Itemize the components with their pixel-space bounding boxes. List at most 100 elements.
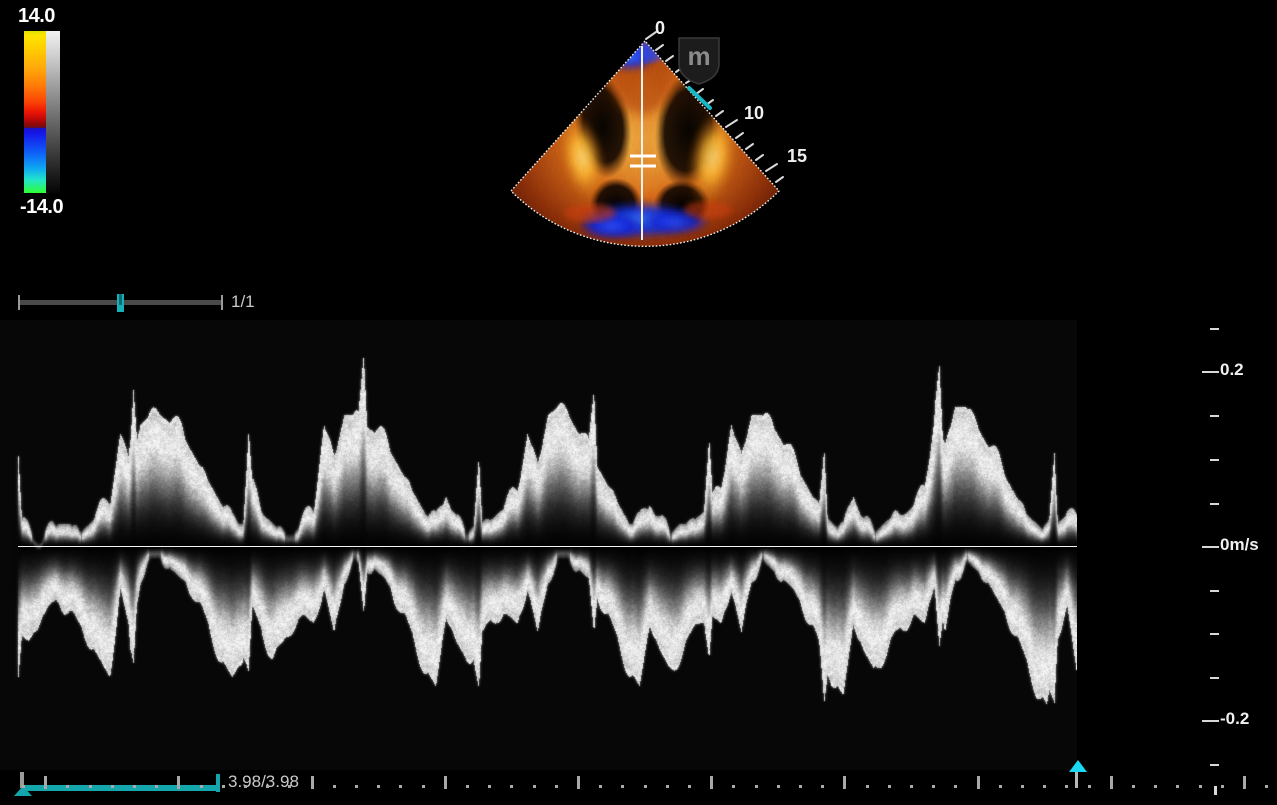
timeline-start-cap: [20, 772, 24, 788]
time-tick-7: [177, 776, 180, 789]
time-tick-16: [377, 785, 380, 788]
time-tick-15: [355, 785, 358, 788]
time-tick-50: [1132, 785, 1135, 788]
colorbar-max-label: 14.0: [18, 5, 55, 27]
colorbar-grayscale-gradient: [46, 31, 60, 193]
time-tick-9: [222, 785, 225, 788]
velocity-tick-0: [1210, 328, 1219, 330]
depth-label-10: 10: [744, 103, 765, 123]
time-tick-25: [577, 776, 580, 789]
time-tick-32: [732, 785, 735, 788]
time-tick-53: [1199, 785, 1202, 788]
velocity-tick-10: [1210, 764, 1219, 766]
time-tick-34: [777, 785, 780, 788]
velocity-tick-6: [1210, 590, 1219, 592]
time-tick-0: [22, 785, 25, 788]
velocity-tick-4: [1210, 503, 1219, 505]
2d-color-doppler-sector[interactable]: m 0 10 15: [470, 8, 850, 268]
time-tick-35: [799, 785, 802, 788]
time-tick-18: [422, 785, 425, 788]
time-tick-28: [644, 785, 647, 788]
timeline-end-handle[interactable]: [216, 774, 220, 792]
time-tick-45: [1021, 785, 1024, 788]
manufacturer-shield-logo: m: [678, 37, 720, 85]
time-tick-26: [599, 785, 602, 788]
time-tick-23: [533, 785, 536, 788]
time-tick-38: [866, 785, 869, 788]
time-tick-3: [89, 785, 92, 788]
velocity-label-1: 0.2: [1220, 360, 1244, 379]
velocity-tick-1: [1202, 371, 1219, 373]
sweep-position-marker: [1069, 760, 1087, 772]
spectral-doppler-trace[interactable]: [0, 320, 1077, 770]
velocity-tick-5: [1202, 546, 1219, 548]
velocity-label-5: 0m/s: [1220, 535, 1259, 554]
time-tick-27: [621, 785, 624, 788]
svg-text:m: m: [687, 41, 710, 71]
time-tick-41: [932, 785, 935, 788]
time-tick-56: [1265, 785, 1268, 788]
time-tick-47: [1065, 785, 1068, 788]
time-tick-31: [710, 776, 713, 789]
cine-frame-counter: 1/1: [231, 292, 255, 311]
velocity-label-9: -0.2: [1220, 709, 1250, 728]
time-tick-29: [666, 785, 669, 788]
sample-volume-gate: [630, 154, 656, 168]
velocity-axis: 0.2 0m/s -0.2: [1180, 315, 1277, 795]
time-tick-20: [466, 785, 469, 788]
time-tick-36: [821, 785, 824, 788]
time-tick-48: [1088, 785, 1091, 788]
time-tick-12: [288, 785, 291, 788]
timeline-bar[interactable]: 3.98/3.98: [0, 770, 1277, 805]
time-tick-52: [1176, 785, 1179, 788]
time-tick-10: [244, 785, 247, 788]
cine-slider-start-cap: [18, 295, 20, 310]
color-doppler-colorbar: 14.0 -14.0: [0, 0, 120, 230]
cine-slider-end-cap: [221, 295, 223, 310]
time-tick-5: [133, 785, 136, 788]
colorbar-velocity-gradient: [24, 31, 46, 193]
time-tick-33: [755, 785, 758, 788]
time-tick-14: [333, 785, 336, 788]
time-tick-22: [510, 785, 513, 788]
cine-slider-handle-stem[interactable]: [119, 294, 122, 305]
sector-outline: [510, 39, 780, 248]
spectral-zero-baseline: [18, 546, 1077, 547]
time-tick-46: [1043, 785, 1046, 788]
time-tick-49: [1110, 776, 1113, 789]
time-tick-17: [399, 785, 402, 788]
time-tick-37: [843, 776, 846, 789]
time-tick-19: [444, 776, 447, 789]
timeline-duration-label: 3.98/3.98: [228, 772, 299, 791]
time-tick-2: [66, 785, 69, 788]
time-tick-51: [1154, 785, 1157, 788]
velocity-tick-3: [1210, 459, 1219, 461]
time-tick-24: [555, 785, 558, 788]
time-tick-13: [311, 776, 314, 789]
time-tick-55: [1243, 776, 1246, 789]
velocity-tick-9: [1202, 720, 1219, 722]
time-tick-6: [155, 785, 158, 788]
time-tick-44: [999, 785, 1002, 788]
cine-frame-slider[interactable]: 1/1: [0, 288, 300, 320]
velocity-tick-2: [1210, 415, 1219, 417]
sector-image-canvas[interactable]: m: [470, 8, 850, 268]
depth-label-15: 15: [787, 146, 808, 166]
velocity-tick-7: [1210, 633, 1219, 635]
timeline-start-marker[interactable]: [14, 786, 32, 796]
sweep-position-stem: [1075, 772, 1078, 788]
time-tick-40: [910, 785, 913, 788]
spectral-doppler-panel[interactable]: [0, 320, 1077, 770]
velocity-tick-8: [1210, 677, 1219, 679]
time-tick-39: [888, 785, 891, 788]
time-tick-54: [1221, 785, 1224, 788]
time-tick-42: [954, 785, 957, 788]
time-tick-11: [266, 785, 269, 788]
time-tick-43: [977, 776, 980, 789]
time-tick-21: [488, 785, 491, 788]
time-tick-30: [688, 785, 691, 788]
timeline-progress[interactable]: [22, 785, 218, 791]
colorbar-min-label: -14.0: [20, 196, 64, 218]
depth-label-0: 0: [655, 18, 666, 38]
time-tick-4: [111, 785, 114, 788]
